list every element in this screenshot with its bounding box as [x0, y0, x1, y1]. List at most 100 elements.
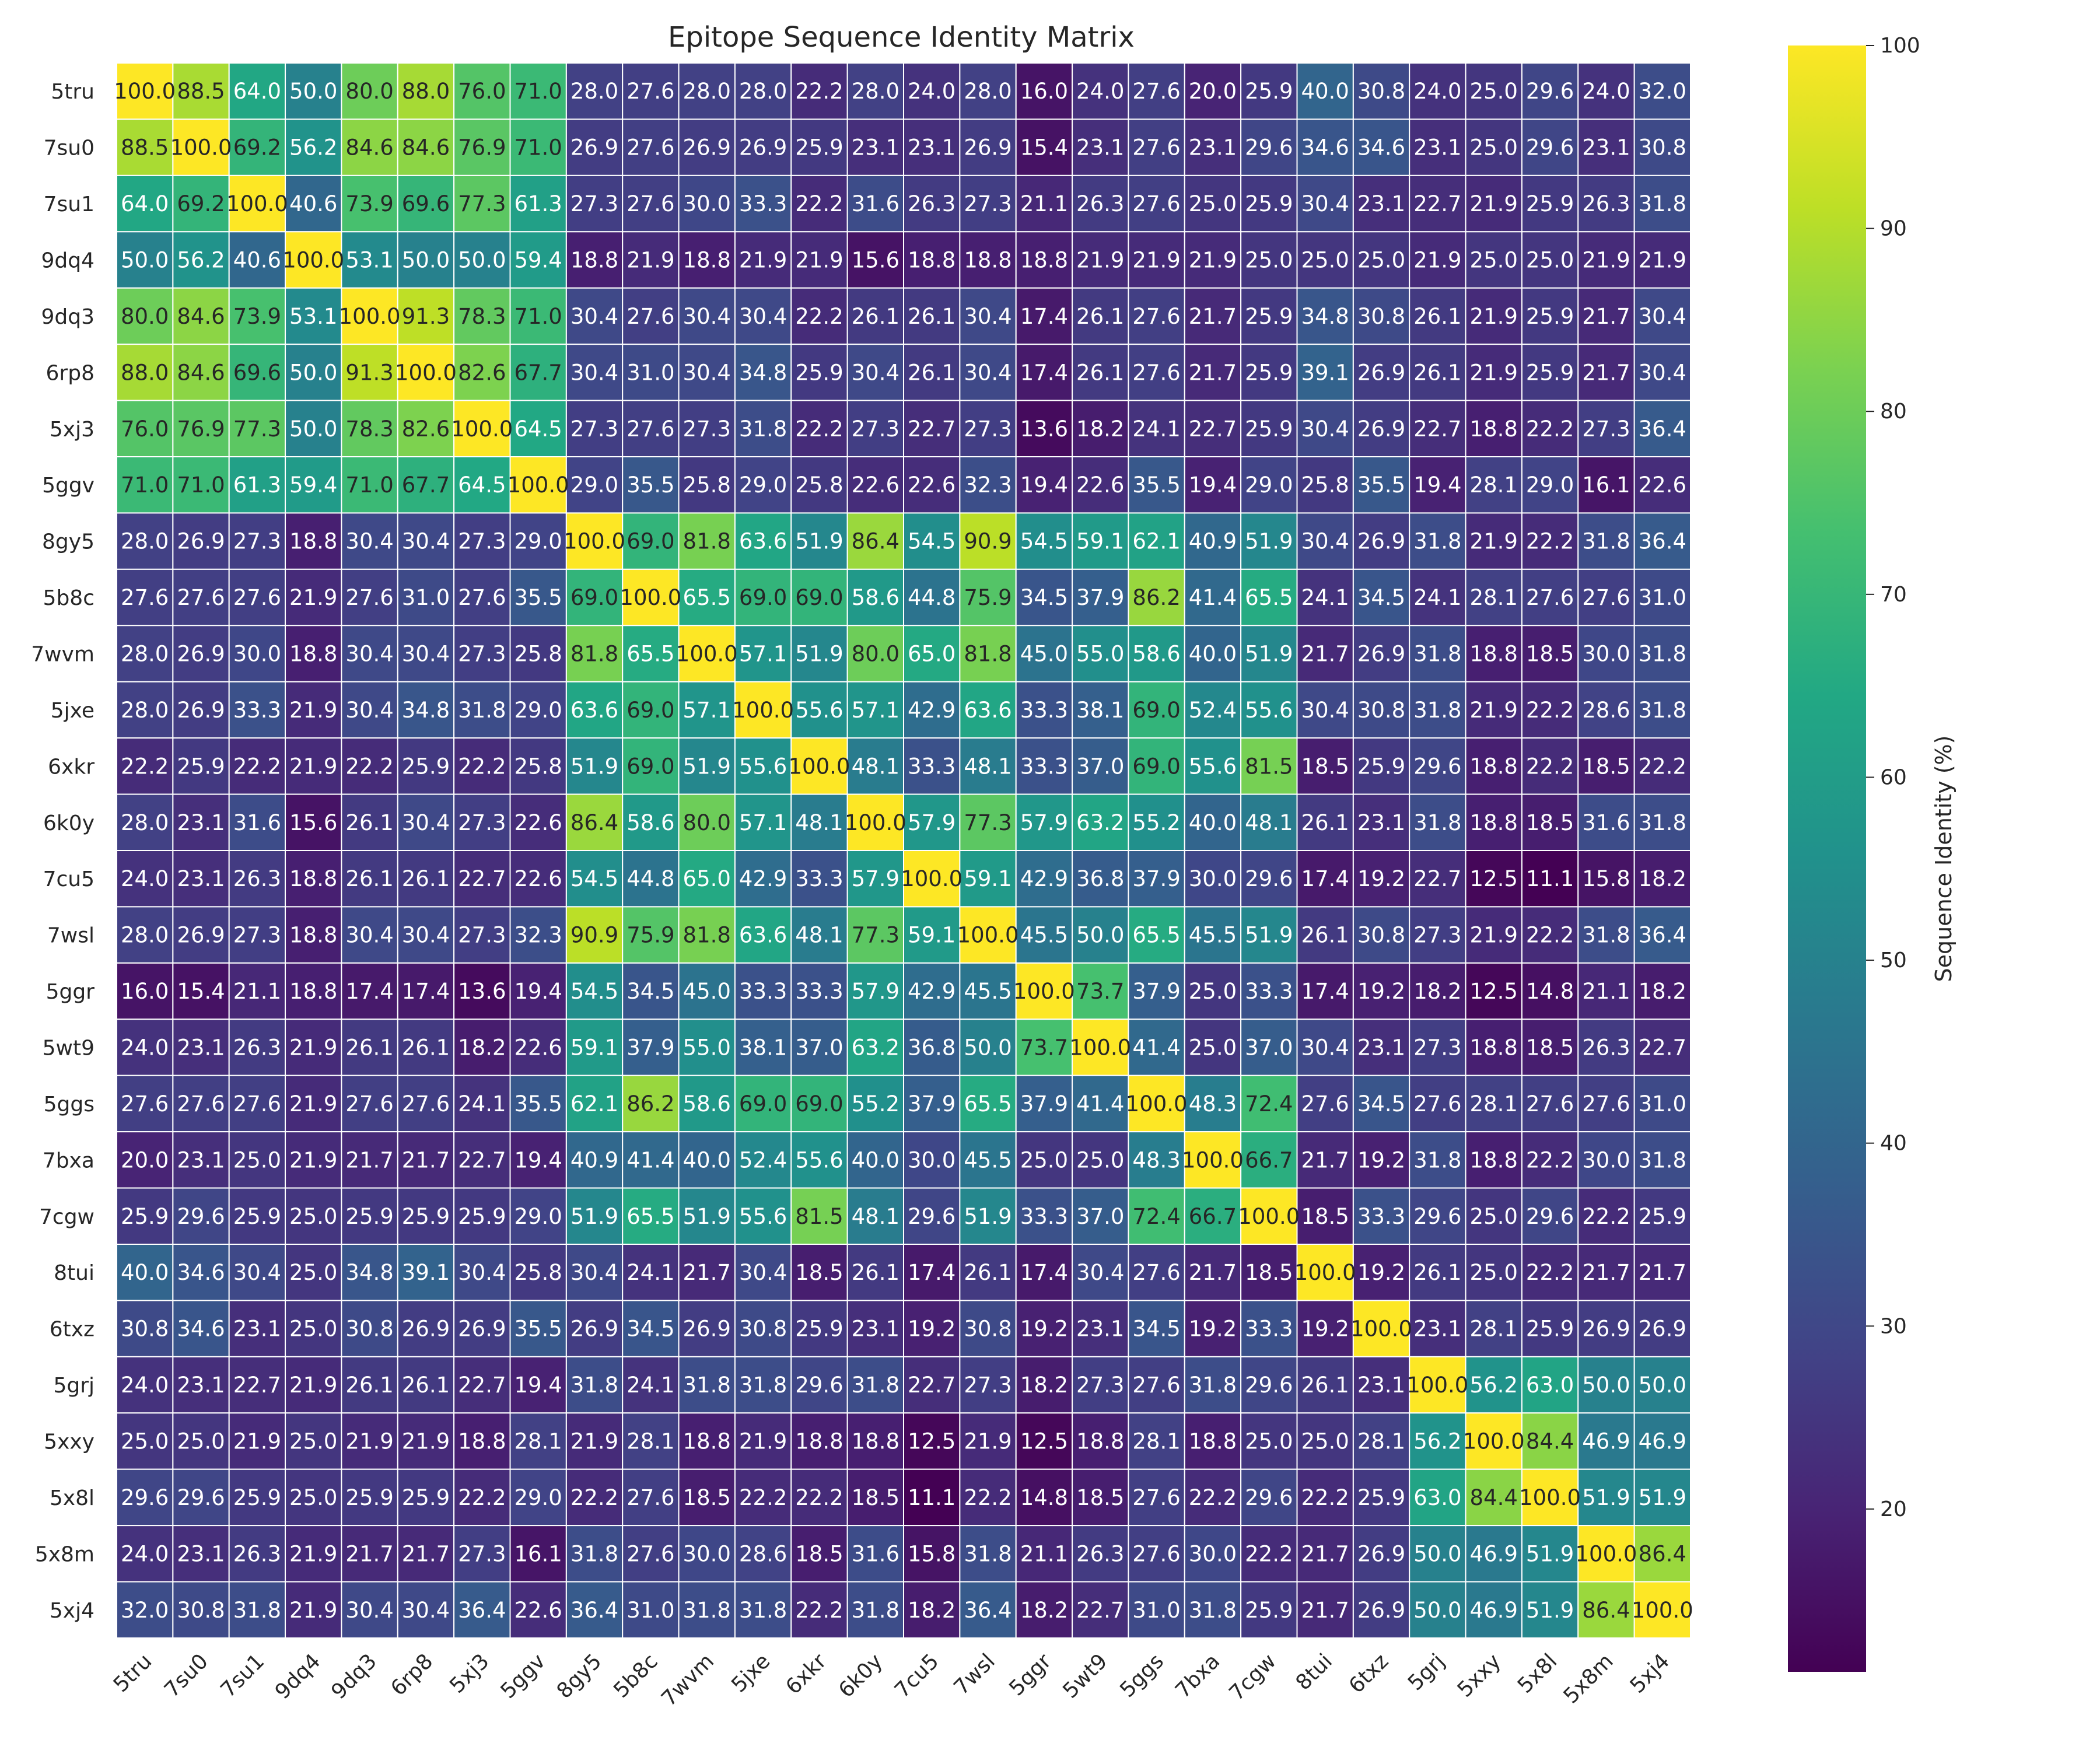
heatmap-cell — [228, 287, 286, 345]
cell-value-label: 21.9 — [739, 1429, 787, 1454]
cell-value-label: 100.0 — [1069, 1035, 1131, 1060]
cell-value-label: 30.4 — [1639, 360, 1686, 385]
cell-value-label: 25.0 — [1357, 248, 1405, 273]
cell-value-label: 35.5 — [514, 1317, 562, 1342]
heatmap-cell — [678, 1581, 736, 1639]
heatmap-cell — [678, 1525, 736, 1583]
heatmap-cell — [1409, 850, 1466, 908]
cell-value-label: 27.6 — [345, 1091, 393, 1116]
cell-value-label: 15.8 — [908, 1541, 956, 1566]
heatmap-cell — [1521, 1468, 1579, 1527]
cell-value-label: 25.0 — [289, 1260, 337, 1285]
cell-value-label: 84.6 — [177, 360, 225, 385]
heatmap-cell — [1633, 62, 1691, 120]
cell-value-label: 37.0 — [1076, 754, 1124, 779]
heatmap-cell — [1352, 62, 1410, 120]
cell-value-label: 26.9 — [1639, 1317, 1686, 1342]
cell-value-label: 18.8 — [289, 642, 337, 667]
cell-value-label: 27.6 — [121, 585, 169, 610]
heatmap-cell — [1465, 118, 1522, 176]
heatmap-cell — [1352, 231, 1410, 289]
cell-value-label: 61.3 — [233, 473, 281, 498]
cell-value-label: 26.1 — [345, 1035, 393, 1060]
heatmap-cell — [790, 1412, 848, 1470]
colorbar-tick-label: 90 — [1880, 217, 1907, 241]
cell-value-label: 67.7 — [402, 473, 450, 498]
cell-value-label: 20.0 — [1189, 79, 1237, 104]
row-tick-label: 6k0y — [43, 811, 94, 835]
heatmap-cell — [1633, 793, 1691, 851]
cell-value-label: 15.6 — [289, 810, 337, 835]
heatmap-cell — [172, 681, 230, 739]
cell-value-label: 80.0 — [852, 642, 900, 667]
heatmap-cell — [1352, 906, 1410, 964]
cell-value-label: 100.0 — [1126, 1091, 1188, 1116]
cell-value-label: 18.8 — [1189, 1429, 1237, 1454]
cell-value-label: 17.4 — [1020, 1260, 1068, 1285]
cell-value-label: 31.8 — [1189, 1373, 1237, 1398]
cell-value-label: 48.1 — [852, 754, 900, 779]
cell-value-label: 30.4 — [739, 304, 787, 329]
heatmap-cell — [678, 793, 736, 851]
cell-value-label: 27.3 — [852, 416, 900, 442]
cell-value-label: 25.0 — [1301, 1429, 1349, 1454]
heatmap-cell — [565, 1468, 624, 1527]
cell-value-label: 29.6 — [1526, 1204, 1574, 1229]
cell-value-label: 50.0 — [1076, 923, 1124, 948]
cell-value-label: 26.9 — [177, 529, 225, 554]
cell-value-label: 36.4 — [964, 1598, 1012, 1623]
heatmap-cell — [228, 906, 286, 964]
cell-value-label: 26.9 — [739, 135, 787, 160]
heatmap-cell — [1521, 118, 1579, 176]
heatmap-cell — [1240, 231, 1298, 289]
cell-value-label: 27.3 — [458, 642, 506, 667]
cell-value-label: 31.8 — [1413, 529, 1461, 554]
cell-value-label: 25.9 — [1245, 191, 1293, 216]
cell-value-label: 28.0 — [121, 698, 169, 723]
heatmap-cell — [734, 1131, 792, 1189]
heatmap-cell — [678, 568, 736, 626]
heatmap-cell — [453, 568, 511, 626]
heatmap-cell — [453, 1412, 511, 1470]
cell-value-label: 56.2 — [1413, 1429, 1461, 1454]
cell-value-label: 14.8 — [1526, 979, 1574, 1004]
heatmap-cell — [1633, 231, 1691, 289]
cell-value-label: 23.1 — [177, 866, 225, 891]
cell-value-label: 86.4 — [1639, 1541, 1686, 1566]
cell-value-label: 25.0 — [1020, 1147, 1068, 1172]
heatmap-cell — [341, 231, 398, 289]
cell-value-label: 21.9 — [1132, 248, 1180, 273]
heatmap-cell — [1577, 681, 1635, 739]
cell-value-label: 21.9 — [1470, 360, 1518, 385]
cell-value-label: 30.4 — [1301, 529, 1349, 554]
cell-value-label: 18.2 — [1020, 1373, 1068, 1398]
cell-value-label: 26.3 — [233, 1035, 281, 1060]
heatmap-cell — [509, 174, 567, 233]
cell-value-label: 15.4 — [177, 979, 225, 1004]
cell-value-label: 48.1 — [964, 754, 1012, 779]
cell-value-label: 24.1 — [1301, 585, 1349, 610]
cell-value-label: 22.6 — [908, 473, 956, 498]
cell-value-label: 69.0 — [1132, 754, 1180, 779]
cell-value-label: 25.9 — [402, 1204, 450, 1229]
cell-value-label: 65.5 — [626, 1204, 674, 1229]
heatmap-cell — [1352, 1244, 1410, 1301]
row-tick-label: 5xxy — [44, 1430, 94, 1454]
cell-value-label: 26.1 — [345, 1373, 393, 1398]
cell-value-label: 26.1 — [345, 810, 393, 835]
cell-value-label: 26.1 — [1413, 304, 1461, 329]
heatmap-cell — [1296, 1412, 1354, 1470]
cell-value-label: 27.6 — [1132, 1260, 1180, 1285]
heatmap-cell — [678, 906, 736, 964]
heatmap-cell — [341, 962, 398, 1020]
heatmap-cell — [172, 1525, 230, 1583]
cell-value-label: 51.9 — [683, 1204, 731, 1229]
cell-value-label: 36.4 — [1639, 529, 1686, 554]
heatmap-cell — [565, 737, 624, 795]
heatmap-cell — [734, 1525, 792, 1583]
cell-value-label: 57.9 — [852, 979, 900, 1004]
heatmap-cell — [1015, 1187, 1073, 1245]
heatmap-cell — [116, 1356, 174, 1414]
heatmap-cell — [1015, 1019, 1073, 1076]
cell-value-label: 33.3 — [739, 979, 787, 1004]
